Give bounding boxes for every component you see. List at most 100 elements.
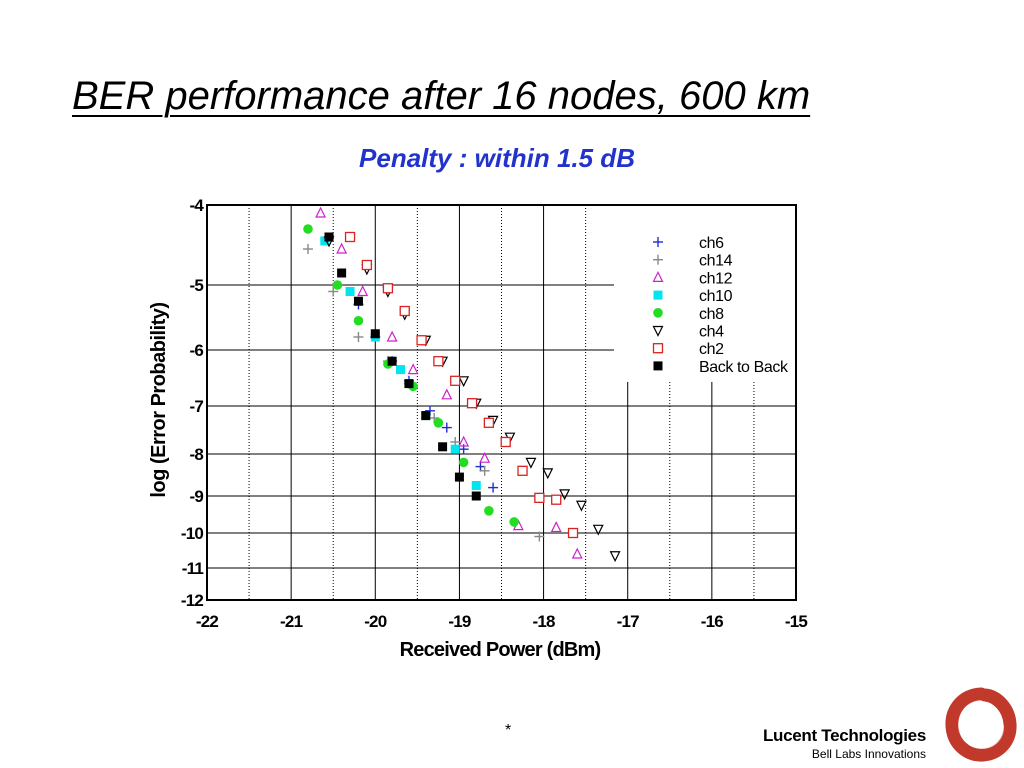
data-point-ch12 — [357, 285, 369, 297]
data-point-back-to-back — [337, 268, 347, 278]
data-point-ch12 — [571, 547, 583, 559]
company-tagline: Bell Labs Innovations — [811, 747, 926, 761]
legend-marker-ch8 — [653, 308, 663, 318]
y-tick-label: -4 — [189, 196, 204, 215]
data-point-ch4 — [458, 376, 470, 388]
data-point-back-to-back — [324, 232, 334, 242]
legend-marker-ch6 — [653, 237, 663, 247]
marks-layer — [302, 206, 621, 563]
data-point-ch12 — [441, 388, 453, 400]
data-point-back-to-back — [353, 296, 363, 306]
data-point-ch2 — [344, 231, 356, 243]
data-point-ch2 — [517, 465, 528, 476]
legend-label-ch6: ch6 — [699, 235, 724, 252]
legend-label-ch10: ch10 — [699, 288, 733, 305]
data-point-ch14 — [328, 286, 339, 297]
data-point-ch2 — [483, 417, 495, 428]
data-point-ch12 — [407, 363, 419, 375]
x-tick-label: -15 — [785, 612, 808, 631]
data-point-ch12 — [336, 242, 348, 254]
x-tick-label: -20 — [364, 612, 387, 631]
y-tick-label: -10 — [181, 524, 204, 543]
data-point-ch4 — [575, 500, 587, 512]
data-point-ch6 — [441, 422, 452, 433]
data-point-ch8 — [484, 506, 494, 516]
data-point-ch2 — [382, 283, 394, 294]
data-point-ch10 — [450, 444, 460, 454]
data-point-back-to-back — [471, 491, 481, 501]
data-point-ch2 — [450, 375, 461, 386]
x-tick-label: -18 — [532, 612, 555, 631]
y-tick-label: -12 — [181, 591, 204, 610]
legend-marker-ch4 — [652, 325, 664, 337]
data-point-ch2 — [551, 494, 562, 505]
legend-label-ch4: ch4 — [699, 324, 724, 341]
slide-title: BER performance after 16 nodes, 600 km — [72, 74, 811, 118]
data-point-back-to-back — [387, 356, 397, 366]
legend-label-ch12: ch12 — [699, 270, 733, 287]
data-point-ch10 — [396, 365, 406, 375]
legend-label-ch2: ch2 — [699, 341, 724, 358]
legend-box — [620, 207, 795, 382]
data-point-ch4 — [525, 457, 537, 469]
data-point-back-to-back — [370, 329, 380, 339]
legend-marker-back-to-back — [653, 361, 663, 371]
data-point-ch2 — [567, 527, 579, 539]
legend-marker-ch12 — [652, 271, 664, 282]
y-tick-label: -8 — [189, 445, 203, 464]
data-point-ch2 — [399, 305, 410, 317]
legend-label-ch8: ch8 — [699, 306, 724, 323]
data-point-ch14 — [534, 531, 545, 542]
page-mark: * — [505, 722, 512, 739]
x-tick-label: -16 — [701, 612, 724, 631]
slide-subtitle: Penalty : within 1.5 dB — [359, 143, 635, 173]
legend-marker-ch2 — [652, 343, 664, 354]
data-point-ch8 — [458, 457, 469, 468]
data-point-ch4 — [609, 551, 621, 563]
data-point-ch2 — [534, 492, 545, 504]
y-tick-label: -11 — [182, 559, 204, 578]
data-point-ch2 — [416, 335, 427, 346]
data-point-ch14 — [353, 332, 364, 342]
company-logo-text: Lucent Technologies Bell Labs Innovation… — [748, 726, 926, 761]
y-tick-label: -9 — [189, 487, 203, 506]
data-point-back-to-back — [438, 442, 448, 452]
data-point-ch12 — [315, 206, 327, 218]
legend-marker-ch10 — [653, 290, 663, 300]
data-point-back-to-back — [404, 379, 414, 389]
data-point-ch12 — [550, 521, 562, 533]
y-axis-label: log (Error Probability) — [148, 302, 170, 497]
data-point-ch14 — [302, 244, 313, 254]
x-axis-label: Received Power (dBm) — [400, 639, 601, 661]
tick-labels: -22 -21 -20 -19 -18 -17 -16 -15 -4 -5 -6 -7 -8 -9 -10 -… — [181, 196, 808, 631]
data-point-ch4 — [542, 468, 554, 480]
data-point-ch8 — [353, 315, 364, 326]
data-point-ch6 — [488, 482, 499, 493]
x-tick-label: -17 — [617, 612, 640, 631]
data-point-ch2 — [466, 398, 478, 409]
data-point-ch14 — [479, 465, 490, 476]
data-point-ch12 — [479, 451, 491, 463]
x-tick-label: -19 — [448, 612, 471, 631]
company-name: Lucent Technologies — [762, 726, 926, 745]
legend-label-ch14: ch14 — [699, 253, 733, 270]
data-point-back-to-back — [454, 472, 464, 482]
data-point-ch2 — [500, 436, 511, 448]
data-point-ch8 — [303, 224, 313, 234]
data-point-ch10 — [471, 481, 481, 490]
x-tick-label: -22 — [196, 612, 219, 631]
legend-marker-ch14 — [653, 254, 663, 265]
x-tick-label: -21 — [280, 612, 303, 631]
data-point-ch8 — [332, 280, 343, 290]
data-point-ch2 — [433, 356, 444, 367]
data-point-back-to-back — [421, 411, 431, 421]
innovation-ring-logo-icon — [945, 687, 1017, 762]
y-tick-label: -5 — [189, 276, 203, 295]
data-point-ch12 — [458, 435, 470, 447]
legend-label-back-to-back: Back to Back — [699, 359, 789, 376]
data-point-ch2 — [361, 259, 373, 271]
data-point-ch12 — [386, 330, 398, 342]
data-point-ch8 — [433, 418, 444, 428]
